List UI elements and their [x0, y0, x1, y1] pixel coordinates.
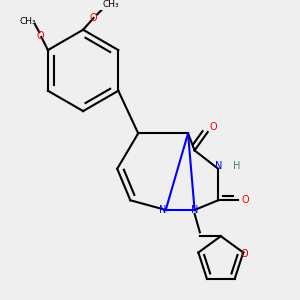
Text: O: O [242, 195, 250, 205]
Text: O: O [90, 13, 98, 23]
Text: N: N [159, 205, 167, 215]
Text: CH₃: CH₃ [102, 0, 119, 9]
Text: CH₃: CH₃ [19, 17, 36, 26]
Text: N: N [214, 161, 222, 171]
Text: O: O [209, 122, 217, 132]
Text: O: O [36, 31, 44, 41]
Text: N: N [191, 205, 198, 215]
Text: H: H [233, 161, 240, 171]
Text: O: O [241, 249, 248, 259]
